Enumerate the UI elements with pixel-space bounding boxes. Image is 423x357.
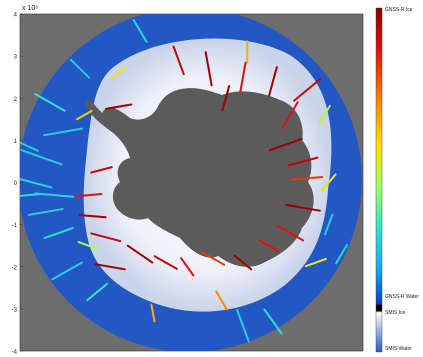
- satellite-track: [27, 208, 64, 216]
- antarctic-peninsula: [85, 100, 116, 132]
- satellite-track: [34, 192, 75, 198]
- y-tick-label: 1: [14, 139, 18, 145]
- satellite-track: [75, 109, 93, 121]
- satellite-track: [180, 257, 195, 277]
- satellite-track: [153, 255, 178, 270]
- satellite-track: [233, 254, 253, 271]
- satellite-track: [69, 58, 91, 79]
- y-axis: 4 3 2 1 0 -1 -2 -3 -4: [12, 13, 23, 356]
- satellite-track: [104, 103, 133, 110]
- satellite-track: [90, 232, 122, 243]
- y-tick-label: 3: [14, 55, 18, 61]
- satellite-track: [304, 257, 327, 268]
- satellite-track: [335, 243, 348, 265]
- satellite-track: [94, 263, 126, 271]
- y-tick-label: -3: [12, 307, 18, 313]
- satellite-track: [20, 141, 39, 152]
- y-tick-label: -2: [12, 265, 18, 271]
- colorbar-label-smis-water: SMIS Water: [385, 346, 412, 352]
- satellite-track: [79, 214, 107, 219]
- colorbar: [375, 7, 383, 353]
- satellite-track: [293, 77, 322, 102]
- satellite-track: [20, 178, 53, 189]
- antarctic-continent: [101, 88, 314, 267]
- colorbar-label-gnss-water: GNSS-R Water: [385, 294, 419, 300]
- y-tick-label: 2: [14, 97, 18, 103]
- satellite-track: [126, 244, 154, 264]
- satellite-track: [291, 176, 324, 181]
- satellite-track: [239, 61, 247, 93]
- satellite-track: [20, 149, 63, 166]
- exponent-label: x 10⁶: [22, 5, 38, 12]
- satellite-track: [86, 282, 109, 302]
- satellite-tracks: [20, 18, 348, 343]
- y-tick-label: -1: [12, 223, 18, 229]
- satellite-track: [287, 156, 319, 167]
- satellite-track: [268, 137, 303, 152]
- satellite-track: [236, 308, 250, 343]
- satellite-track: [200, 251, 226, 266]
- satellite-track: [276, 224, 305, 242]
- satellite-track: [34, 93, 66, 112]
- satellite-track: [285, 203, 321, 212]
- satellite-track: [215, 290, 228, 311]
- satellite-track: [281, 101, 299, 129]
- satellite-track: [263, 308, 283, 335]
- satellite-track: [221, 85, 231, 112]
- satellite-track: [74, 193, 103, 198]
- satellite-track: [150, 303, 156, 323]
- satellite-track: [111, 66, 127, 80]
- satellite-track: [43, 227, 74, 240]
- satellite-track: [318, 104, 331, 126]
- colorbar-label-gnss-ice: GNSS-R Ice: [385, 7, 413, 13]
- colorbar-label-smis-ice: SMIS Ice: [385, 310, 406, 316]
- satellite-track: [268, 66, 278, 97]
- satellite-track: [258, 239, 279, 252]
- satellite-track: [77, 241, 100, 251]
- satellite-track: [42, 127, 83, 137]
- satellite-track: [324, 213, 334, 236]
- satellite-track: [204, 51, 213, 87]
- satellite-track: [132, 18, 148, 43]
- y-tick-label: 0: [14, 181, 18, 187]
- satellite-track: [90, 166, 113, 174]
- satellite-track: [320, 173, 337, 192]
- satellite-track: [172, 45, 185, 76]
- satellite-track: [51, 261, 84, 281]
- y-tick-label: -4: [12, 350, 18, 356]
- y-tick-label: 4: [14, 13, 18, 19]
